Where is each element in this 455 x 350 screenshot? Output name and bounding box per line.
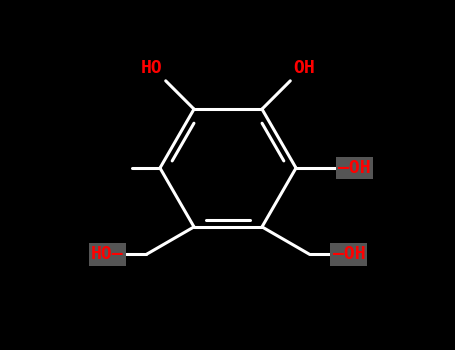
Text: HO: HO bbox=[141, 59, 163, 77]
Text: —OH: —OH bbox=[338, 159, 371, 177]
Text: OH: OH bbox=[293, 59, 315, 77]
Text: HO—: HO— bbox=[91, 245, 123, 264]
Text: —OH: —OH bbox=[333, 245, 365, 264]
